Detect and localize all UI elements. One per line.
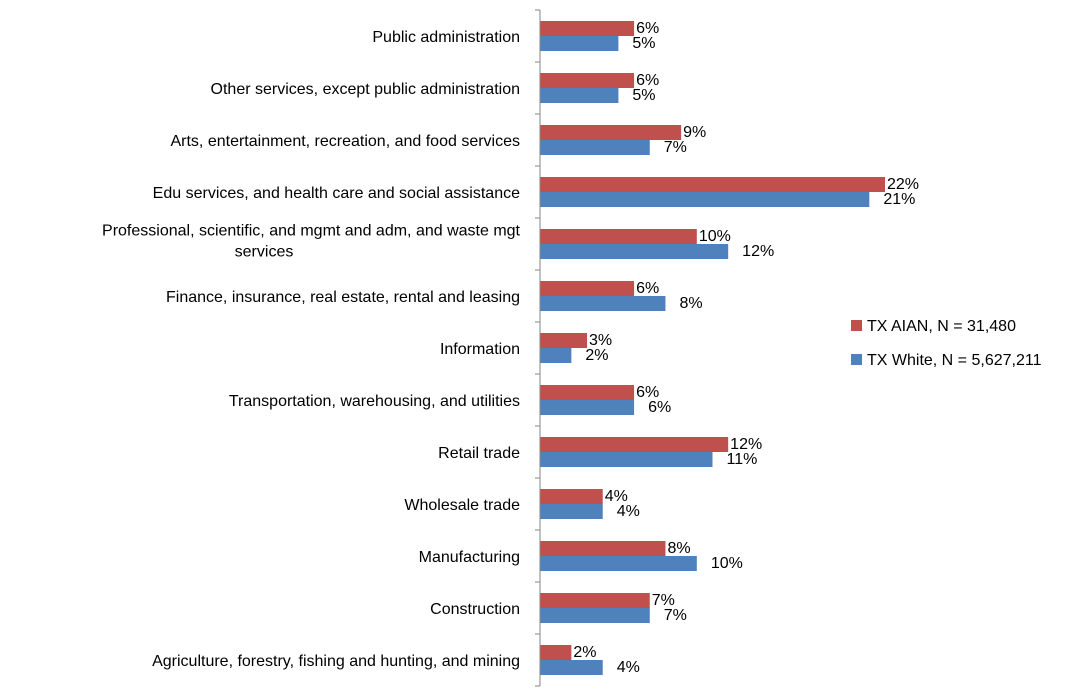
bar-aian xyxy=(540,593,650,608)
data-label: 9% xyxy=(683,124,706,141)
bar-aian xyxy=(540,541,666,556)
category-label: Transportation, warehousing, and utiliti… xyxy=(229,393,520,410)
data-label: 6% xyxy=(636,384,659,401)
data-label: 7% xyxy=(652,592,675,609)
data-label: 7% xyxy=(664,139,687,156)
bar-white xyxy=(540,400,635,415)
legend-label: TX AIAN, N = 31,480 xyxy=(867,318,1016,335)
bar-white xyxy=(540,140,650,155)
data-label: 10% xyxy=(711,555,743,572)
bar-white xyxy=(540,192,870,207)
data-label: 12% xyxy=(730,436,762,453)
bar-white xyxy=(540,556,697,571)
bar-aian xyxy=(540,229,697,244)
category-label: Public administration xyxy=(372,29,520,46)
bar-white xyxy=(540,608,650,623)
data-label: 5% xyxy=(632,87,655,104)
category-label: services xyxy=(235,244,294,261)
data-label: 6% xyxy=(648,399,671,416)
data-label: 8% xyxy=(667,540,690,557)
category-label: Arts, entertainment, recreation, and foo… xyxy=(170,133,520,150)
bar-white xyxy=(540,296,666,311)
bar-white xyxy=(540,660,603,675)
y-axis xyxy=(535,9,541,687)
category-label: Agriculture, forestry, fishing and hunti… xyxy=(152,653,520,670)
bar-white xyxy=(540,244,729,259)
bars xyxy=(540,21,885,675)
data-label: 7% xyxy=(664,607,687,624)
bar-aian xyxy=(540,21,635,36)
data-label: 8% xyxy=(679,295,702,312)
category-labels: Public administration Other services, exc… xyxy=(102,29,521,670)
category-label: Edu services, and health care and social… xyxy=(153,185,520,202)
data-label: 6% xyxy=(636,72,659,89)
bar-aian xyxy=(540,73,635,88)
legend-label: TX White, N = 5,627,211 xyxy=(867,352,1042,369)
category-label: Retail trade xyxy=(438,445,520,462)
bar-white xyxy=(540,452,713,467)
category-label: Manufacturing xyxy=(419,549,520,566)
bar-aian xyxy=(540,333,588,348)
category-label: Other services, except public administra… xyxy=(211,81,520,98)
bar-white xyxy=(540,504,603,519)
data-label: 2% xyxy=(585,347,608,364)
category-label: Wholesale trade xyxy=(404,497,520,514)
bar-aian xyxy=(540,437,729,452)
bar-aian xyxy=(540,385,635,400)
bar-white xyxy=(540,88,619,103)
data-labels: 6%5%6%5%9%7%22%21%10%12%6%8%3%2%6%6%12%1… xyxy=(573,20,919,676)
data-label: 5% xyxy=(632,35,655,52)
bar-aian xyxy=(540,125,682,140)
category-label: Construction xyxy=(430,601,520,618)
data-label: 12% xyxy=(742,243,774,260)
data-label: 6% xyxy=(636,280,659,297)
data-label: 22% xyxy=(887,176,919,193)
bar-white xyxy=(540,36,619,51)
data-label: 3% xyxy=(589,332,612,349)
bar-aian xyxy=(540,177,885,192)
category-label: Finance, insurance, real estate, rental … xyxy=(166,289,520,306)
data-label: 4% xyxy=(605,488,628,505)
bar-white xyxy=(540,348,572,363)
data-label: 11% xyxy=(727,451,758,468)
data-label: 4% xyxy=(617,503,640,520)
legend: TX AIAN, N = 31,480 TX White, N = 5,627,2… xyxy=(851,318,1042,369)
legend-swatch xyxy=(851,354,862,365)
bar-aian xyxy=(540,489,603,504)
data-label: 21% xyxy=(883,191,915,208)
bar-aian xyxy=(540,281,635,296)
bar-aian xyxy=(540,645,572,660)
data-label: 6% xyxy=(636,20,659,37)
data-label: 2% xyxy=(573,644,596,661)
category-label: Information xyxy=(440,341,520,358)
category-label: Professional, scientific, and mgmt and a… xyxy=(102,223,521,240)
data-label: 4% xyxy=(617,659,640,676)
legend-swatch xyxy=(851,320,862,331)
data-label: 10% xyxy=(699,228,731,245)
